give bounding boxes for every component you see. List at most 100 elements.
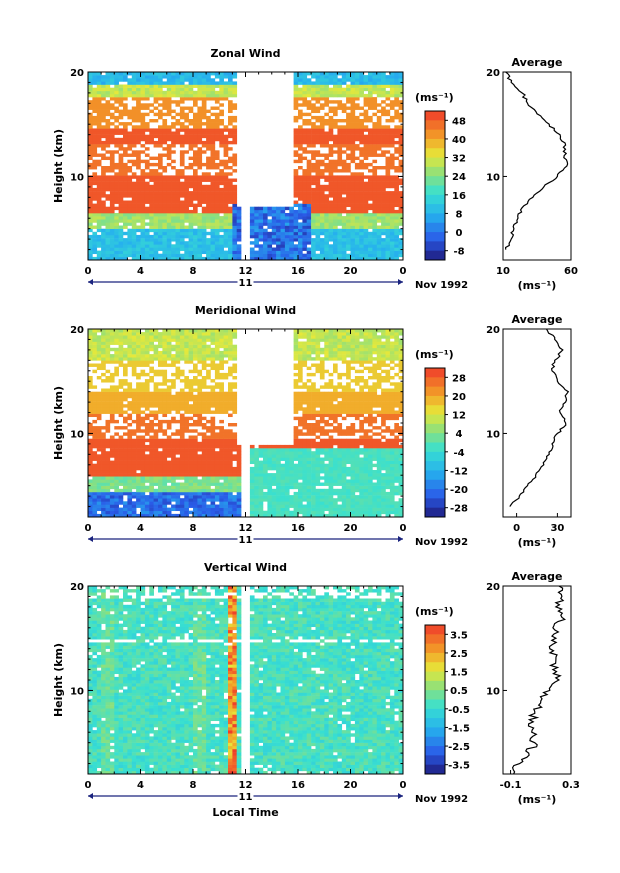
heatmap-cell: [328, 234, 334, 239]
heatmap-cell: [232, 125, 238, 129]
heatmap-cell: [153, 510, 159, 515]
heatmap-cell: [210, 216, 216, 220]
heatmap-cell: [149, 219, 154, 223]
heatmap-cell: [101, 112, 106, 117]
heatmap-cell: [193, 473, 198, 477]
heatmap-cell: [158, 175, 163, 179]
heatmap-cell: [376, 206, 382, 211]
heatmap-cell: [144, 329, 150, 333]
heatmap-cell: [184, 256, 189, 261]
heatmap-cell: [197, 84, 203, 88]
heatmap-cell: [223, 197, 229, 201]
heatmap-cell: [276, 209, 281, 214]
heatmap-cell: [214, 372, 220, 377]
heatmap-cell: [232, 513, 238, 518]
heatmap-cell: [88, 432, 93, 436]
heatmap-cell: [127, 187, 133, 192]
heatmap-cell: [131, 466, 137, 471]
heatmap-cell: [346, 219, 351, 223]
heatmap-cell: [350, 131, 356, 135]
heatmap-cell: [184, 338, 189, 342]
heatmap-cell: [158, 225, 163, 229]
heatmap-cell: [105, 225, 111, 229]
heatmap-cell: [171, 438, 176, 443]
heatmap-cell: [114, 350, 119, 355]
heatmap-cell: [324, 78, 329, 82]
heatmap-cell: [228, 354, 233, 358]
heatmap-cell: [149, 473, 154, 477]
heatmap-cell: [293, 93, 299, 98]
heatmap-cell: [127, 166, 133, 170]
heatmap-cell: [140, 357, 146, 361]
heatmap-cell: [381, 125, 386, 129]
heatmap-cell: [306, 209, 312, 214]
heatmap-cell: [311, 247, 316, 251]
heatmap-cell: [184, 438, 189, 443]
heatmap-cell: [118, 109, 124, 114]
heatmap-cell: [149, 247, 154, 251]
heatmap-cell: [136, 335, 141, 339]
heatmap-cell: [144, 466, 150, 471]
heatmap-cell: [201, 391, 207, 396]
heatmap-cell: [219, 441, 224, 446]
heatmap-cell: [153, 178, 159, 182]
heatmap-cell: [210, 338, 216, 342]
heatmap-cell: [179, 466, 185, 471]
heatmap-cell: [372, 241, 378, 245]
heatmap-cell: [359, 191, 364, 195]
heatmap-cell: [158, 222, 163, 226]
heatmap-cell: [201, 344, 207, 349]
heatmap-cell: [123, 473, 128, 477]
heatmap-cell: [179, 413, 185, 418]
heatmap-cell: [311, 115, 316, 120]
heatmap-cell: [258, 256, 264, 261]
heatmap-cell: [92, 338, 98, 342]
heatmap-cell: [206, 219, 211, 223]
heatmap-cell: [214, 219, 220, 223]
heatmap-cell: [398, 231, 404, 236]
heatmap-cell: [131, 397, 137, 402]
heatmap-cell: [328, 191, 334, 195]
heatmap-cell: [118, 463, 124, 468]
heatmap-cell: [214, 256, 220, 261]
heatmap-cell: [140, 131, 146, 135]
heatmap-cell: [306, 231, 312, 236]
heatmap-cell: [109, 498, 115, 502]
heatmap-cell: [311, 106, 316, 110]
heatmap-cell: [219, 357, 224, 361]
heatmap-cell: [158, 341, 163, 345]
heatmap-cell: [162, 404, 168, 408]
heatmap-cell: [101, 119, 106, 123]
heatmap-cell: [136, 238, 141, 242]
heatmap-cell: [219, 385, 224, 389]
heatmap-cell: [188, 200, 194, 204]
heatmap-cell: [293, 250, 299, 255]
heatmap-cell: [149, 140, 154, 145]
heatmap-cell: [210, 354, 216, 358]
heatmap-cell: [96, 115, 102, 120]
heatmap-cell: [359, 206, 364, 211]
heatmap-cell: [228, 495, 233, 499]
heatmap-cell: [201, 140, 207, 145]
heatmap-cell: [101, 238, 106, 242]
heatmap-cell: [341, 250, 347, 255]
heatmap-cell: [381, 78, 386, 82]
heatmap-cell: [149, 510, 154, 515]
heatmap-cell: [315, 131, 321, 135]
heatmap-cell: [175, 357, 181, 361]
heatmap-cell: [158, 426, 163, 430]
heatmap-cell: [249, 247, 255, 251]
heatmap-cell: [166, 112, 172, 117]
heatmap-cell: [328, 178, 334, 182]
heatmap-cell: [118, 169, 124, 173]
heatmap-cell: [109, 444, 115, 449]
heatmap-cell: [171, 354, 176, 358]
heatmap-cell: [319, 137, 325, 142]
heatmap-cell: [131, 250, 137, 255]
heatmap-cell: [298, 250, 303, 255]
heatmap-cell: [394, 128, 399, 132]
heatmap-cell: [214, 84, 220, 88]
heatmap-cell: [188, 394, 194, 399]
heatmap-cell: [166, 426, 172, 430]
heatmap-cell: [162, 222, 168, 226]
